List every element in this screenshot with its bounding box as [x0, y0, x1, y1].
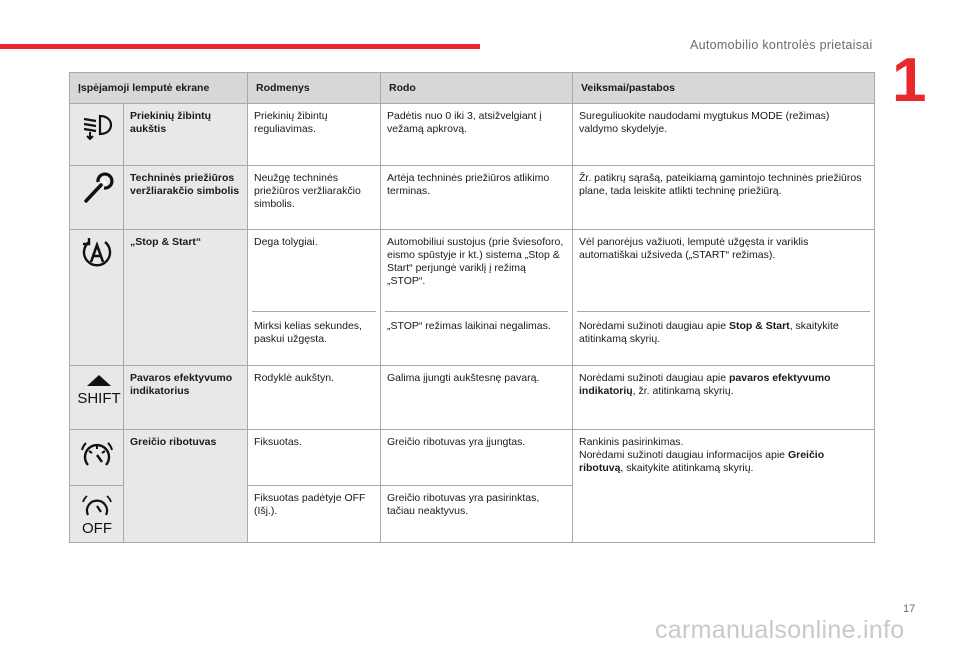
row-separator: [252, 311, 376, 312]
speed-limiter-off-icon: OFF: [82, 495, 112, 536]
action-bold: pavaros efektyvumo indikatorių: [579, 372, 831, 397]
stop-start-icon: [82, 238, 111, 267]
action-cell: Sureguliuokite naudodami mygtukus MODE (…: [572, 103, 875, 166]
row-separator: [385, 311, 568, 312]
name-bold: Stop & Start: [135, 236, 196, 248]
light-name: Pavaros efektyvumo indikatorius: [123, 365, 248, 430]
shows-cell: Greičio ribotuvas yra įjungtas. Greičio …: [380, 429, 573, 543]
action-suffix: , skaitykite atitinkamą skyrių.: [620, 462, 754, 474]
table-row: Priekinių žibintų aukštis Priekinių žibi…: [69, 103, 875, 166]
shift-label: SHIFT: [77, 390, 120, 406]
table-row: Techninės priežiūros veržliarakčio simbo…: [69, 165, 875, 230]
shows-text: Greičio ribotuvas yra įjungtas.: [387, 436, 526, 448]
icon-cell: SHIFT: [69, 365, 124, 430]
action-cell: Norėdami sužinoti daugiau apie pavaros e…: [572, 365, 875, 430]
header-accent-bar: [0, 44, 480, 49]
col-header-state: Rodmenys: [247, 72, 381, 104]
col-header-shows: Rodo: [380, 72, 573, 104]
table-row: SHIFT Pavaros efektyvumo indikatorius Ro…: [69, 365, 875, 430]
icon-cell: [69, 165, 124, 230]
action-line-2: Norėdami sužinoti daugiau informacijos a…: [579, 449, 868, 475]
state-text: Fiksuotas.: [254, 436, 302, 448]
action-suffix: , skaitykite atitinkamą skyrių.: [579, 320, 839, 345]
light-name: Priekinių žibintų aukštis: [123, 103, 248, 166]
state-text-2: Mirksi kelias sekundes, paskui užgęsta.: [254, 320, 362, 345]
state-cell: Dega tolygiai. Mirksi kelias sekundes, p…: [247, 229, 381, 366]
action-cell: Žr. patikrų sąrašą, pateikiamą gamintojo…: [572, 165, 875, 230]
action-suffix: , žr. atitinkamą skyrių.: [632, 385, 734, 397]
action-prefix: Norėdami sužinoti daugiau informacijos a…: [579, 449, 788, 461]
watermark: carmanualsonline.info: [655, 616, 905, 644]
name-suffix: “: [195, 236, 202, 248]
wrench-icon: [83, 172, 113, 203]
chapter-number: 1: [892, 46, 927, 115]
col-header-action: Veiksmai/pastabos: [572, 72, 875, 104]
shows-text-2: Greičio ribotuvas yra pasirinktas, tačia…: [381, 485, 572, 524]
row-separator: [577, 311, 870, 312]
light-name: Techninės priežiūros veržliarakčio simbo…: [123, 165, 248, 230]
icon-cell: [69, 229, 124, 366]
action-cell: Rankinis pasirinkimas. Norėdami sužinoti…: [572, 429, 875, 543]
off-label: OFF: [82, 520, 112, 536]
icon-cell: [69, 103, 124, 166]
action-cell: Vėl panorėjus važiuoti, lemputė užgęsta …: [572, 229, 875, 366]
section-title: Automobilio kontrolės prietaisai: [690, 38, 873, 52]
action-bold: Stop & Start: [729, 320, 790, 332]
name-prefix: „: [130, 236, 136, 248]
shows-text-2: „STOP“ režimas laikinai negalimas.: [387, 320, 551, 332]
state-text: Dega tolygiai.: [254, 236, 318, 248]
state-cell: Fiksuotas. Fiksuotas padėtyje OFF (Išj.)…: [247, 429, 381, 543]
light-name: „Stop & Start“: [123, 229, 248, 366]
state-text-2: Fiksuotas padėtyje OFF (Išj.).: [248, 485, 380, 524]
table-row: „Stop & Start“ Dega tolygiai. Mirksi kel…: [69, 229, 875, 366]
icon-subcell: OFF: [70, 485, 123, 542]
page-number: 17: [903, 603, 916, 615]
icon-subcell: [70, 430, 123, 485]
shows-cell: Automobiliui sustojus (prie šviesoforo, …: [380, 229, 573, 366]
shows-cell: Padėtis nuo 0 iki 3, atsižvelgiant į vež…: [380, 103, 573, 166]
action-line-1: Rankinis pasirinkimas.: [579, 436, 684, 448]
state-cell: Priekinių žibintų reguliavimas.: [247, 103, 381, 166]
warning-lights-table: Įspėjamoji lemputė ekrane Rodmenys Rodo …: [69, 72, 875, 543]
action-prefix: Norėdami sužinoti daugiau apie: [579, 320, 730, 332]
shows-cell: Galima įjungti aukštesnę pavarą.: [380, 365, 573, 430]
action-text: Vėl panorėjus važiuoti, lemputė užgęsta …: [579, 236, 809, 261]
state-cell: Neužgę techninės priežiūros veržliarakči…: [247, 165, 381, 230]
action-prefix: Norėdami sužinoti daugiau apie: [579, 372, 730, 384]
light-name: Greičio ribotuvas: [123, 429, 248, 543]
col-header-light: Įspėjamoji lemputė ekrane: [69, 72, 248, 104]
shows-text: Automobiliui sustojus (prie šviesoforo, …: [387, 236, 564, 287]
high-beam-adjust-icon: [83, 114, 112, 140]
icon-cell: OFF: [69, 429, 124, 543]
state-cell: Rodyklė aukštyn.: [247, 365, 381, 430]
action-text-2: Norėdami sužinoti daugiau apie Stop & St…: [579, 320, 868, 346]
speed-limiter-icon: [80, 442, 113, 466]
table-row: OFF Greičio ribotuvas Fiksuotas. Fiksuot…: [69, 429, 875, 543]
table-header-row: Įspėjamoji lemputė ekrane Rodmenys Rodo …: [69, 72, 875, 104]
action-bold: Greičio ribotuvą: [579, 449, 825, 474]
shift-up-icon: SHIFT: [77, 375, 121, 406]
shows-cell: Artėja techninės priežiūros atlikimo ter…: [380, 165, 573, 230]
